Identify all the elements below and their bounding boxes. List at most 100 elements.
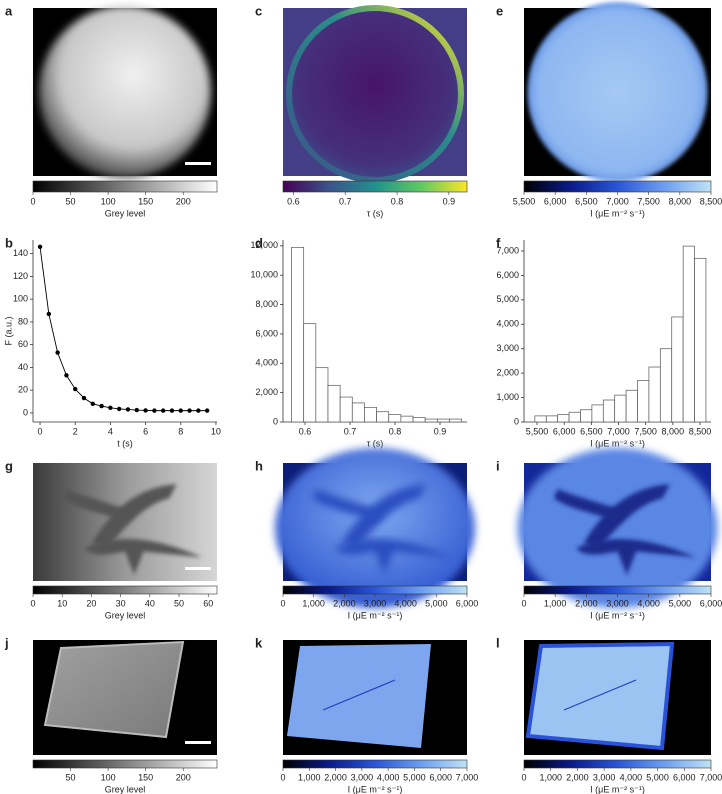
colorbar-tick-label: 7,500: [637, 196, 660, 206]
histogram-bar: [315, 367, 329, 423]
colorbar-tick-label: 2,000: [575, 598, 598, 608]
colorbar: [523, 585, 712, 595]
panel-letter: c: [255, 3, 262, 18]
bird-shape: [583, 484, 670, 548]
histogram-bar: [339, 396, 353, 423]
colorbar-tick-label: 6,000: [700, 598, 722, 608]
data-point: [143, 408, 148, 413]
colorbar-label: I (μE m⁻² s⁻¹): [348, 784, 403, 794]
colorbar-label: Grey level: [105, 784, 146, 794]
data-point: [55, 350, 60, 355]
y-tick-label: 0: [514, 416, 519, 426]
colorbar-tick-label: 4,000: [394, 598, 417, 608]
colorbar-label: I (μE m⁻² s⁻¹): [348, 610, 403, 620]
colorbar-label: I (μE m⁻² s⁻¹): [590, 208, 645, 218]
y-tick-label: 6,000: [255, 328, 278, 338]
colorbar-tick-label: 0.8: [391, 196, 404, 206]
panel-letter: b: [5, 235, 13, 250]
data-point: [178, 408, 183, 413]
y-tick-label: 0: [273, 416, 278, 426]
x-tick-label: 0.6: [299, 426, 312, 436]
image-line: [322, 679, 396, 711]
colorbar-tick-label: 4,000: [637, 598, 660, 608]
x-tick-label: 8,500: [689, 426, 712, 436]
colorbar-tick-label: 0: [30, 196, 35, 206]
image-disk: [275, 448, 475, 608]
data-point: [64, 373, 69, 378]
data-point: [81, 395, 87, 401]
colorbar-tick-label: 10: [57, 598, 67, 608]
image-line: [563, 679, 637, 711]
panel-letter: f: [496, 235, 501, 250]
histogram-bar: [557, 414, 570, 423]
y-tick-label: 10,000: [250, 270, 278, 280]
histogram-bar: [682, 245, 695, 423]
data-point: [73, 386, 78, 392]
y-tick-label: 0: [23, 407, 28, 417]
panel-letter: i: [496, 458, 500, 473]
colorbar-tick-label: 40: [145, 598, 155, 608]
colorbar-tick-label: 2,000: [566, 772, 589, 782]
colorbar-tick-label: 0: [280, 598, 285, 608]
colorbar-tick-label: 6,000: [456, 598, 479, 608]
colorbar-tick-label: 0: [521, 772, 526, 782]
colorbar-tick-label: 0.9: [443, 196, 456, 206]
colorbar-tick-label: 5,000: [669, 598, 692, 608]
data-point: [125, 407, 131, 412]
y-tick-label: 6,000: [496, 270, 519, 280]
data-point: [46, 311, 52, 317]
x-axis-label: I (μE m⁻² s⁻¹): [590, 438, 645, 448]
data-point: [196, 408, 201, 413]
histogram-bar: [671, 316, 684, 423]
colorbar-tick-label: 6,000: [673, 772, 696, 782]
colorbar-tick-label: 1,000: [298, 772, 321, 782]
colorbar-tick-label: 5,000: [425, 598, 448, 608]
bird-shape: [91, 484, 177, 548]
panel-letter: d: [255, 235, 263, 250]
histogram-bar: [534, 415, 547, 423]
colorbar-tick-label: 2,000: [324, 772, 347, 782]
colorbar-tick-label: 6,000: [544, 196, 567, 206]
colorbar-tick-label: 3,000: [593, 772, 616, 782]
x-tick-label: 0.9: [434, 426, 447, 436]
scale-bar: [185, 162, 211, 165]
panel-letter: k: [255, 635, 263, 650]
colorbar-label: I (μE m⁻² s⁻¹): [590, 610, 645, 620]
colorbar-label: Grey level: [105, 208, 146, 218]
colorbar-tick-label: 100: [101, 772, 116, 782]
histogram-bar: [424, 418, 438, 423]
x-tick-label: 10: [211, 426, 221, 436]
x-axis-label: t (s): [117, 438, 133, 448]
colorbar-tick-label: 6,000: [429, 772, 452, 782]
y-tick-label: 3,000: [496, 343, 519, 353]
y-tick-label: 100: [13, 294, 28, 304]
x-tick-label: 7,000: [607, 426, 630, 436]
x-tick-label: 6,500: [580, 426, 603, 436]
image-square: [525, 641, 675, 751]
colorbar-label: Grey level: [105, 610, 146, 620]
x-tick-label: 0: [38, 426, 43, 436]
colorbar-tick-label: 30: [116, 598, 126, 608]
y-tick-label: 80: [18, 316, 28, 326]
histogram-bar: [436, 418, 450, 423]
colorbar-tick-label: 7,000: [456, 772, 479, 782]
colorbar-tick-label: 60: [203, 598, 213, 608]
y-tick-label: 120: [13, 271, 28, 281]
bird-shape: [312, 488, 385, 522]
histogram-bar: [568, 411, 581, 423]
histogram-bar: [648, 366, 661, 423]
colorbar-tick-label: 5,500: [513, 196, 536, 206]
y-tick-label: 4,000: [255, 358, 278, 368]
bird-shape: [576, 539, 697, 576]
x-tick-label: 5,500: [526, 426, 549, 436]
colorbar: [32, 180, 218, 193]
colorbar-label: τ (s): [367, 208, 384, 218]
x-tick-label: 4: [108, 426, 113, 436]
histogram-bar: [400, 415, 414, 423]
colorbar-tick-label: 100: [101, 196, 116, 206]
panel-letter: g: [5, 458, 13, 473]
x-axis-label: τ (s): [367, 438, 384, 448]
colorbar: [523, 759, 712, 769]
image-square: [287, 644, 431, 748]
colorbar-tick-label: 5,000: [403, 772, 426, 782]
